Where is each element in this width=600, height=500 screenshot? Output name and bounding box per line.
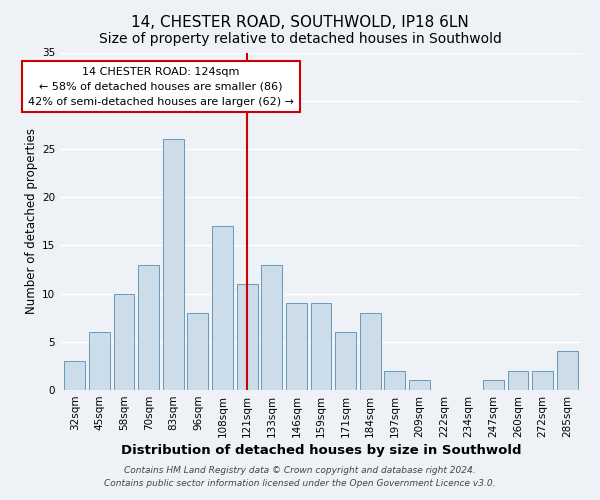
Bar (385, 370, 406, 390)
Bar (113, 294, 134, 390)
Bar (409, 380, 430, 390)
Bar (64, 361, 85, 390)
Bar (212, 226, 233, 390)
Bar (236, 284, 257, 390)
Bar (311, 303, 331, 390)
Text: Contains HM Land Registry data © Crown copyright and database right 2024.
Contai: Contains HM Land Registry data © Crown c… (104, 466, 496, 487)
Bar (286, 303, 307, 390)
Y-axis label: Number of detached properties: Number of detached properties (25, 128, 38, 314)
Bar (138, 264, 159, 390)
Bar (557, 352, 578, 390)
Bar (89, 332, 110, 390)
Bar (187, 313, 208, 390)
Bar (261, 264, 282, 390)
Bar (163, 140, 184, 390)
Bar (335, 332, 356, 390)
Bar (360, 313, 381, 390)
Bar (508, 370, 529, 390)
Bar (532, 370, 553, 390)
Text: 14 CHESTER ROAD: 124sqm
← 58% of detached houses are smaller (86)
42% of semi-de: 14 CHESTER ROAD: 124sqm ← 58% of detache… (28, 67, 294, 106)
X-axis label: Distribution of detached houses by size in Southwold: Distribution of detached houses by size … (121, 444, 521, 457)
Text: Size of property relative to detached houses in Southwold: Size of property relative to detached ho… (98, 32, 502, 46)
Text: 14, CHESTER ROAD, SOUTHWOLD, IP18 6LN: 14, CHESTER ROAD, SOUTHWOLD, IP18 6LN (131, 15, 469, 30)
Bar (483, 380, 504, 390)
